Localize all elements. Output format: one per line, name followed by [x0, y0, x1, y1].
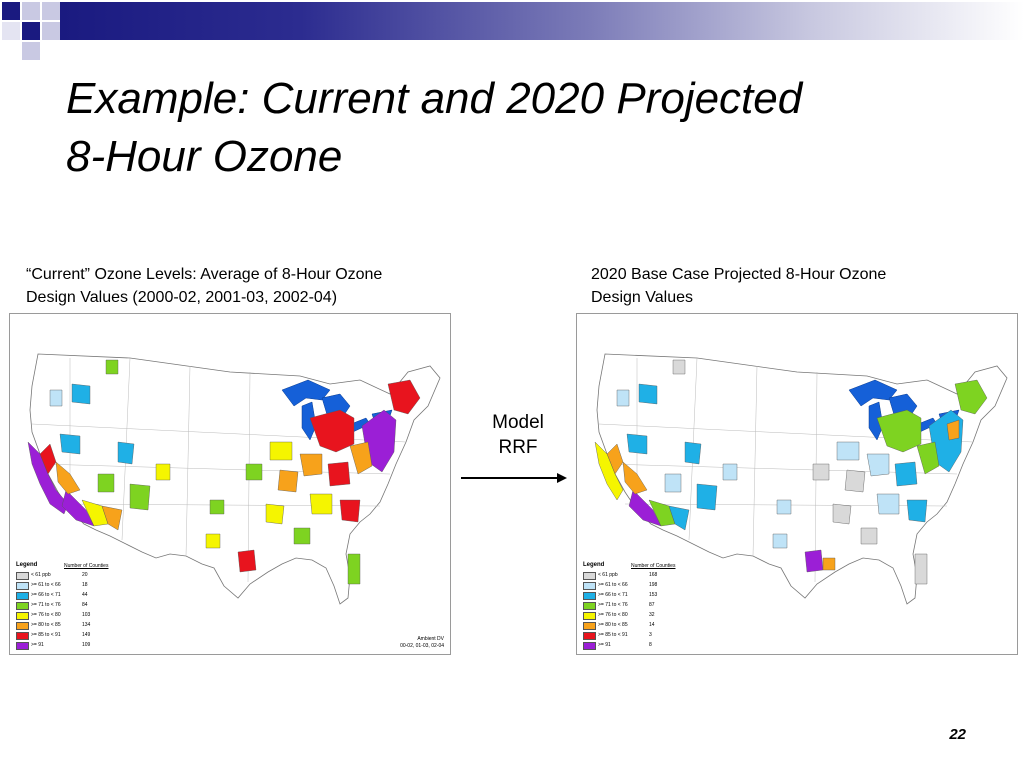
legend-swatch [16, 592, 29, 600]
ambient-dv-label: Ambient DV [417, 636, 444, 642]
projected-2020-ozone-map: Legend Number of Counties < 61 ppb 168 >=… [576, 313, 1018, 655]
current-ozone-map-image [27, 353, 441, 605]
legend-swatch [16, 572, 29, 580]
legend-count: 14 [649, 622, 655, 628]
decor-square [2, 22, 20, 40]
right-legend-header: Number of Counties [631, 563, 676, 569]
ambient-dv-note: Ambient DV 00-02, 01-03, 02-04 [350, 636, 444, 650]
legend-swatch [583, 572, 596, 580]
legend-count: 87 [649, 602, 655, 608]
left-legend-title: Legend [16, 562, 38, 568]
legend-label: >= 71 to < 76 [31, 602, 61, 608]
page-number: 22 [949, 726, 966, 743]
legend-label: >= 66 to < 71 [598, 592, 628, 598]
title-decoration [0, 0, 1024, 60]
legend-swatch [583, 642, 596, 650]
legend-swatch [583, 582, 596, 590]
legend-swatch [16, 632, 29, 640]
legend-count: 18 [82, 582, 88, 588]
decor-square [42, 22, 60, 40]
slide-title: Example: Current and 2020 Projected 8-Ho… [66, 70, 966, 186]
legend-label: < 61 ppb [598, 572, 618, 578]
model-rrf-label: Model RRF [476, 410, 560, 460]
right-caption: 2020 Base Case Projected 8-Hour Ozone De… [591, 263, 1011, 309]
legend-count: 109 [82, 642, 91, 648]
current-ozone-map: Legend Number of Counties < 61 ppb 20 >= … [9, 313, 451, 655]
legend-label: >= 66 to < 71 [31, 592, 61, 598]
left-caption: “Current” Ozone Levels: Average of 8-Hou… [26, 263, 486, 309]
legend-label: >= 85 to < 91 [31, 632, 61, 638]
title-line-2: 8-Hour Ozone [66, 132, 343, 181]
legend-count: 168 [649, 572, 658, 578]
legend-swatch [16, 582, 29, 590]
legend-label: >= 91 [31, 642, 44, 648]
decor-square [22, 22, 40, 40]
right-caption-line-1: 2020 Base Case Projected 8-Hour Ozone [591, 266, 887, 283]
legend-label: >= 71 to < 76 [598, 602, 628, 608]
legend-label: >= 91 [598, 642, 611, 648]
legend-swatch [583, 622, 596, 630]
model-label-line-2: RRF [498, 437, 538, 458]
legend-count: 32 [649, 612, 655, 618]
legend-swatch [583, 592, 596, 600]
legend-count: 44 [82, 592, 88, 598]
legend-count: 134 [82, 622, 91, 628]
legend-label: >= 76 to < 80 [31, 612, 61, 618]
decor-square [42, 2, 60, 20]
decor-square [22, 2, 40, 20]
legend-label: >= 80 to < 85 [31, 622, 61, 628]
model-label-line-1: Model [492, 412, 544, 433]
decor-square [2, 2, 20, 20]
right-caption-line-2: Design Values [591, 289, 693, 306]
right-legend-title: Legend [583, 562, 605, 568]
legend-swatch [16, 622, 29, 630]
legend-count: 103 [82, 612, 91, 618]
legend-swatch [583, 602, 596, 610]
title-line-1: Example: Current and 2020 Projected [66, 74, 803, 123]
right-arrow-icon [459, 470, 569, 486]
legend-swatch [16, 602, 29, 610]
legend-count: 20 [82, 572, 88, 578]
legend-count: 8 [649, 642, 652, 648]
legend-label: >= 61 to < 66 [31, 582, 61, 588]
legend-label: < 61 ppb [31, 572, 51, 578]
legend-count: 84 [82, 602, 88, 608]
legend-label: >= 76 to < 80 [598, 612, 628, 618]
legend-count: 3 [649, 632, 652, 638]
legend-swatch [583, 612, 596, 620]
ambient-dv-years: 00-02, 01-03, 02-04 [400, 643, 444, 649]
legend-count: 153 [649, 592, 658, 598]
legend-label: >= 80 to < 85 [598, 622, 628, 628]
legend-swatch [16, 612, 29, 620]
left-legend-header: Number of Counties [64, 563, 109, 569]
decor-square [22, 42, 40, 60]
projected-2020-ozone-map-image [594, 353, 1008, 605]
legend-swatch [583, 632, 596, 640]
legend-label: >= 61 to < 66 [598, 582, 628, 588]
left-caption-line-2: Design Values (2000-02, 2001-03, 2002-04… [26, 289, 338, 306]
legend-count: 149 [82, 632, 91, 638]
legend-label: >= 85 to < 91 [598, 632, 628, 638]
title-gradient-band [60, 2, 1024, 40]
legend-count: 198 [649, 582, 658, 588]
left-caption-line-1: “Current” Ozone Levels: Average of 8-Hou… [26, 266, 383, 283]
legend-swatch [16, 642, 29, 650]
